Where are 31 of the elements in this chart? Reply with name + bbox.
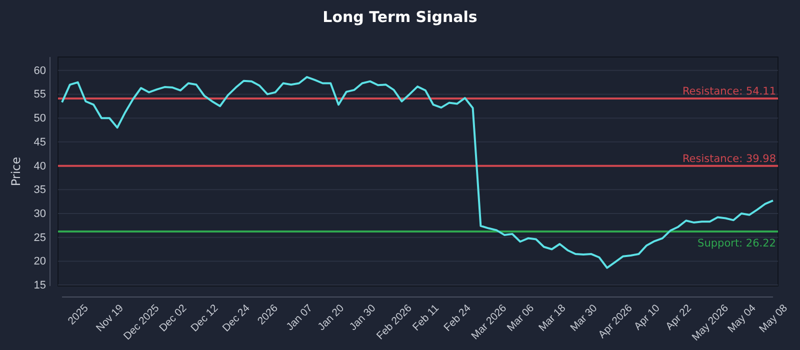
x-tick-label: Mar 30: [568, 302, 600, 334]
y-tick-label: 50: [34, 112, 46, 125]
ref-line-label: Support: 26.22: [698, 238, 776, 250]
y-tick-label: 15: [34, 280, 46, 292]
y-tick-label: 25: [34, 232, 46, 244]
y-tick-label: 60: [34, 64, 46, 77]
y-tick-label: 40: [34, 160, 46, 172]
y-tick-label: 45: [34, 136, 46, 148]
y-axis-title: Price: [9, 156, 23, 186]
x-tick-label: Jan 30: [347, 302, 378, 334]
x-tick-label: Mar 18: [536, 302, 568, 334]
chart-title: Long Term Signals: [322, 8, 478, 26]
x-tick-label: Dec 24: [220, 302, 252, 334]
x-tick-label: Dec 12: [188, 302, 221, 334]
x-tick-label: May 08: [757, 302, 790, 336]
y-tick-label: 35: [34, 184, 46, 196]
x-tick-label: Feb 11: [410, 302, 442, 334]
x-tick-label: Mar 06: [504, 302, 537, 334]
x-tick-label: Apr 10: [632, 302, 662, 333]
ref-line-label: Resistance: 54.11: [682, 85, 776, 98]
y-tick-label: 20: [34, 256, 46, 268]
x-tick-label: Jan 20: [316, 302, 347, 334]
x-tick-label: Jan 07: [284, 302, 315, 334]
y-tick-label: 55: [34, 88, 46, 101]
x-tick-label: Feb 24: [442, 302, 474, 334]
x-tick-label: Apr 22: [663, 302, 694, 333]
line-series: [61, 76, 774, 269]
ref-line-label: Resistance: 39.98: [682, 152, 776, 165]
x-tick-label: Dec 02: [157, 302, 190, 334]
y-tick-label: 30: [34, 208, 46, 220]
x-tick-label: Nov 19: [94, 302, 126, 334]
